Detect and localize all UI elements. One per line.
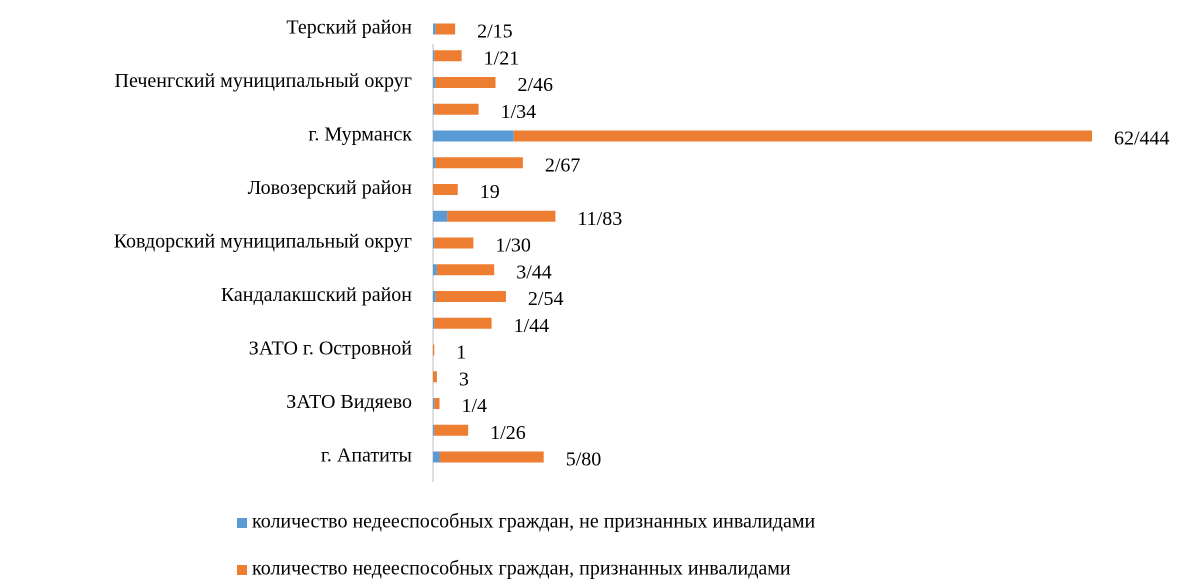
bar-segment <box>435 291 506 302</box>
data-label: 5/80 <box>566 449 602 471</box>
bar-segment <box>433 237 435 249</box>
bar-segment <box>433 210 448 222</box>
data-label: 11/83 <box>577 208 622 230</box>
y-tick-label: ЗАТО г. Островной <box>249 338 413 360</box>
bar-segment <box>433 451 440 463</box>
data-label: 19 <box>480 181 500 203</box>
y-tick-label: Ловозерский район <box>248 177 413 199</box>
bar-segment <box>435 23 456 35</box>
bar-segment <box>435 157 523 169</box>
legend-label: количество недееспособных граждан, призн… <box>252 558 791 580</box>
bar-segment <box>436 264 495 276</box>
bar-segment <box>439 451 544 463</box>
y-tick-label: Терский район <box>286 17 412 39</box>
bar-segment <box>434 50 462 62</box>
data-label: 1/26 <box>490 422 526 444</box>
legend-swatch <box>237 518 247 528</box>
data-label: 1 <box>456 342 466 364</box>
data-label: 2/46 <box>518 74 554 96</box>
bar-segment <box>433 398 435 409</box>
legend-swatch <box>237 565 247 575</box>
bar-segment <box>434 317 492 329</box>
bar-segment <box>434 237 474 249</box>
bar-segment <box>433 317 435 329</box>
bar-segment <box>434 398 440 409</box>
bar-segment <box>433 130 514 142</box>
data-label: 2/15 <box>477 21 513 43</box>
bar-segment <box>433 264 437 276</box>
data-label: 1/44 <box>514 315 550 337</box>
bar-segment <box>433 371 437 383</box>
bar-segment <box>433 77 436 88</box>
y-tick-label: Ковдорский муниципальный округ <box>114 231 412 253</box>
y-tick-label: Кандалакшский район <box>221 284 412 306</box>
data-label: 3 <box>459 368 469 390</box>
bar-segment <box>433 344 435 356</box>
y-tick-label: Печенгский муниципальный округ <box>115 70 413 92</box>
data-label: 3/44 <box>516 261 552 283</box>
data-label: 1/4 <box>462 395 488 417</box>
data-label: 1/34 <box>501 101 537 123</box>
bar-segment <box>433 23 436 35</box>
bar-segment <box>433 424 435 436</box>
data-label: 1/21 <box>484 47 520 69</box>
data-label: 62/444 <box>1114 128 1170 150</box>
data-label: 2/54 <box>528 288 564 310</box>
bar-segment <box>433 184 458 195</box>
bar-segment <box>434 103 479 115</box>
bar-segment <box>447 210 556 222</box>
bar-segment <box>513 130 1092 142</box>
y-tick-label: ЗАТО Видяево <box>286 391 412 413</box>
data-label: 2/67 <box>545 154 581 176</box>
y-tick-label: г. Апатиты <box>321 445 412 467</box>
bar-segment <box>433 291 436 302</box>
bar-segment <box>435 77 496 88</box>
bar-segment <box>433 50 435 62</box>
bar-segment <box>434 424 469 436</box>
data-label: 1/30 <box>495 235 531 257</box>
bar-segment <box>433 103 435 115</box>
bar-segment <box>433 157 436 169</box>
y-tick-label: г. Мурманск <box>308 124 412 146</box>
legend-label: количество недееспособных граждан, не пр… <box>252 511 815 533</box>
